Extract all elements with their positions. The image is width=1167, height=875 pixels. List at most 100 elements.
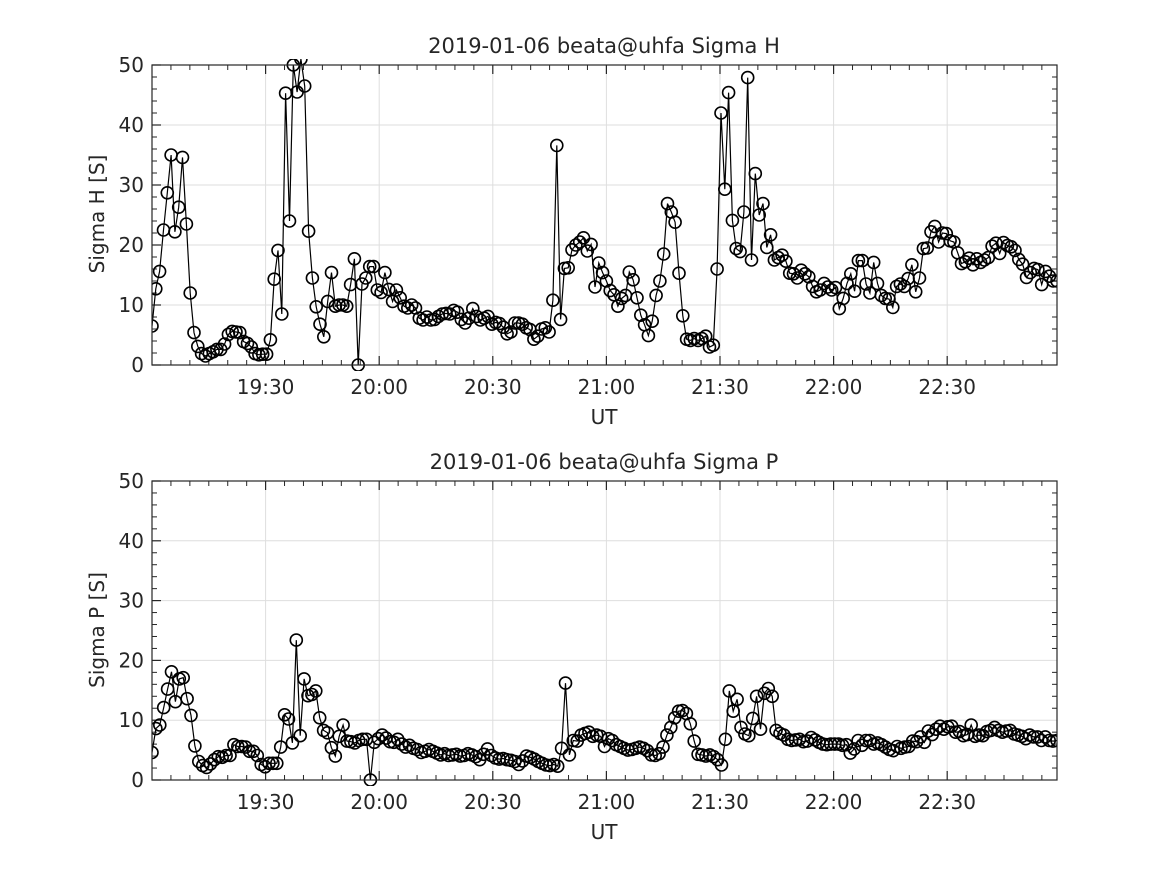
sigma-p-data-point (246, 744, 261, 759)
sigma-p-x-tick-label: 21:00 (578, 790, 636, 814)
sigma-h-data-point (240, 336, 255, 351)
sigma-h-data-point (1050, 274, 1057, 288)
sigma-h-data-point (706, 338, 721, 353)
sigma-h-data-point (309, 299, 324, 314)
sigma-h-data-point (553, 312, 568, 327)
sigma-p-x-tick-label: 22:30 (918, 790, 976, 814)
sigma-h-data-point (152, 282, 163, 296)
sigma-h-data-point (740, 70, 755, 85)
sigma-p-y-tick-label: 20 (119, 648, 144, 672)
sigma-p-data-point (281, 712, 296, 726)
sigma-p-data-point (297, 672, 311, 686)
sigma-p-data-point (480, 742, 495, 756)
sigma-h-data-point (442, 307, 457, 321)
sigma-h-data-point (305, 271, 320, 285)
sigma-h-data-point (962, 251, 977, 266)
sigma-h-data-point (171, 200, 186, 214)
sigma-h-data-point (748, 166, 763, 181)
sigma-p-title: 2019-01-06 beata@uhfa Sigma P (430, 450, 779, 474)
sigma-p-data-point (266, 756, 280, 771)
sigma-h-data-point (263, 332, 278, 347)
sigma-h-data-point (393, 290, 408, 305)
sigma-p-data-point (839, 737, 854, 752)
sigma-h-data-point (798, 266, 812, 281)
sigma-p-data-point (862, 733, 877, 748)
sigma-h-data-point (756, 196, 770, 211)
sigma-h-y-axis-label: Sigma H [S] (85, 155, 109, 274)
sigma-p-data-point (558, 676, 573, 690)
sigma-p-data-point (394, 737, 409, 751)
sigma-p-data-point (207, 752, 222, 767)
sigma-p-data-point (238, 740, 253, 754)
sigma-p-axes-frame (151, 480, 1058, 781)
sigma-p-data-point (660, 728, 674, 742)
sigma-p-data-point (507, 754, 522, 769)
sigma-h-data-point (366, 259, 381, 274)
sigma-p-data-point (749, 689, 764, 704)
sigma-p-x-tick-label: 20:30 (464, 790, 522, 814)
sigma-h-data-point (630, 290, 644, 305)
sigma-p-data-point (164, 664, 179, 679)
sigma-h-data-point (847, 284, 862, 299)
sigma-h-x-tick-label: 20:30 (464, 375, 522, 399)
sigma-h-x-tick-label: 22:30 (918, 375, 976, 399)
sigma-p-data-point (203, 757, 218, 771)
sigma-h-data-point (1008, 243, 1022, 258)
sigma-h-title: 2019-01-06 beata@uhfa Sigma H (428, 34, 780, 58)
sigma-h-data-point (641, 328, 656, 343)
sigma-h-data-point (920, 241, 935, 255)
sigma-p-data-point (277, 707, 292, 722)
sigma-p-data-point (952, 724, 967, 739)
sigma-p-data-point (160, 682, 175, 696)
sigma-h-data-point (836, 291, 851, 306)
sigma-h-data-point (347, 251, 362, 266)
sigma-h-data-point (622, 265, 637, 279)
sigma-h-data-point (152, 319, 159, 333)
sigma-h-data-point (759, 240, 774, 255)
sigma-h-data-point (733, 244, 747, 259)
sigma-p-data-point (219, 748, 233, 763)
sigma-h-y-tick-label: 30 (119, 173, 144, 197)
sigma-h-series (152, 59, 1057, 371)
sigma-h-data-point (660, 196, 675, 211)
sigma-h-data-point (301, 224, 316, 238)
sigma-h-data-point (580, 244, 595, 258)
sigma-h-data-point (668, 215, 682, 229)
sigma-h-data-point (374, 285, 388, 300)
sigma-h-data-point (908, 284, 923, 299)
sigma-h-x-tick-label: 21:30 (691, 375, 749, 399)
sigma-h-data-point (324, 265, 339, 280)
sigma-h-data-point (400, 301, 415, 315)
sigma-h-data-point (870, 276, 885, 291)
sigma-h-data-point (843, 266, 858, 281)
sigma-p-data-point (231, 739, 245, 754)
sigma-h-data-point (710, 262, 724, 276)
sigma-p-data-point (687, 734, 702, 748)
sigma-p-y-tick-label: 10 (119, 708, 144, 732)
sigma-p-y-tick-label: 40 (119, 529, 144, 553)
sigma-h-y-tick-label: 0 (131, 353, 144, 377)
sigma-p-data-point (402, 738, 417, 753)
sigma-h-x-tick-label: 19:30 (237, 375, 295, 399)
sigma-h-data-point (542, 325, 556, 339)
sigma-h-data-point (595, 265, 610, 280)
sigma-h-data-point (332, 298, 346, 312)
sigma-h-data-point (866, 255, 881, 270)
sigma-p-data-point (656, 740, 670, 754)
sigma-p-data-point (188, 739, 202, 753)
sigma-p-x-tick-label: 21:30 (691, 790, 749, 814)
sigma-h-data-point (885, 300, 900, 315)
sigma-h-data-point (779, 254, 793, 269)
sigma-p-data-point (511, 757, 526, 772)
sigma-p-data-point (765, 689, 780, 704)
sigma-h-data-point (233, 325, 247, 340)
sigma-h-data-point (763, 228, 778, 242)
sigma-h-data-point (179, 217, 194, 231)
sigma-h-data-point (675, 308, 690, 323)
sigma-p-data-point (753, 722, 768, 737)
sigma-h-data-point (549, 138, 564, 153)
sigma-p-data-point (285, 736, 300, 750)
sigma-h-data-point (1046, 274, 1057, 288)
